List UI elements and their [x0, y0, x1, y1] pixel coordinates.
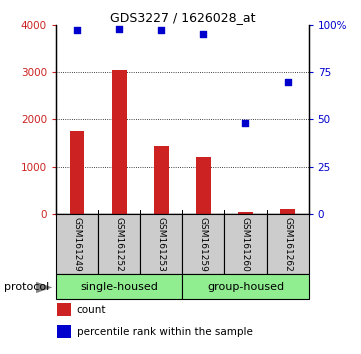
- Bar: [182, 274, 309, 299]
- Text: GSM161252: GSM161252: [115, 217, 123, 272]
- Title: GDS3227 / 1626028_at: GDS3227 / 1626028_at: [109, 11, 255, 24]
- Bar: [70, 131, 84, 214]
- Point: [243, 120, 248, 126]
- Text: GSM161260: GSM161260: [241, 217, 250, 272]
- Text: protocol: protocol: [4, 282, 49, 292]
- Text: GSM161253: GSM161253: [157, 217, 166, 272]
- Point: [285, 79, 291, 84]
- Bar: [56, 274, 182, 299]
- Bar: [57, 325, 71, 338]
- Text: GSM161259: GSM161259: [199, 217, 208, 272]
- Bar: [266, 214, 309, 274]
- Bar: [154, 145, 169, 214]
- Bar: [182, 214, 225, 274]
- Bar: [225, 214, 266, 274]
- Point: [158, 28, 164, 33]
- Bar: [98, 214, 140, 274]
- Point: [200, 32, 206, 37]
- Bar: [280, 210, 295, 214]
- Bar: [140, 214, 182, 274]
- Polygon shape: [36, 282, 52, 293]
- Text: group-housed: group-housed: [207, 282, 284, 292]
- Text: count: count: [77, 305, 106, 315]
- Bar: [196, 157, 211, 214]
- Bar: [112, 70, 126, 214]
- Bar: [57, 303, 71, 316]
- Text: single-housed: single-housed: [80, 282, 158, 292]
- Text: percentile rank within the sample: percentile rank within the sample: [77, 327, 253, 337]
- Point: [74, 28, 80, 33]
- Point: [116, 26, 122, 32]
- Text: GSM161249: GSM161249: [73, 217, 82, 272]
- Text: GSM161262: GSM161262: [283, 217, 292, 272]
- Bar: [238, 212, 253, 214]
- Bar: [56, 214, 98, 274]
